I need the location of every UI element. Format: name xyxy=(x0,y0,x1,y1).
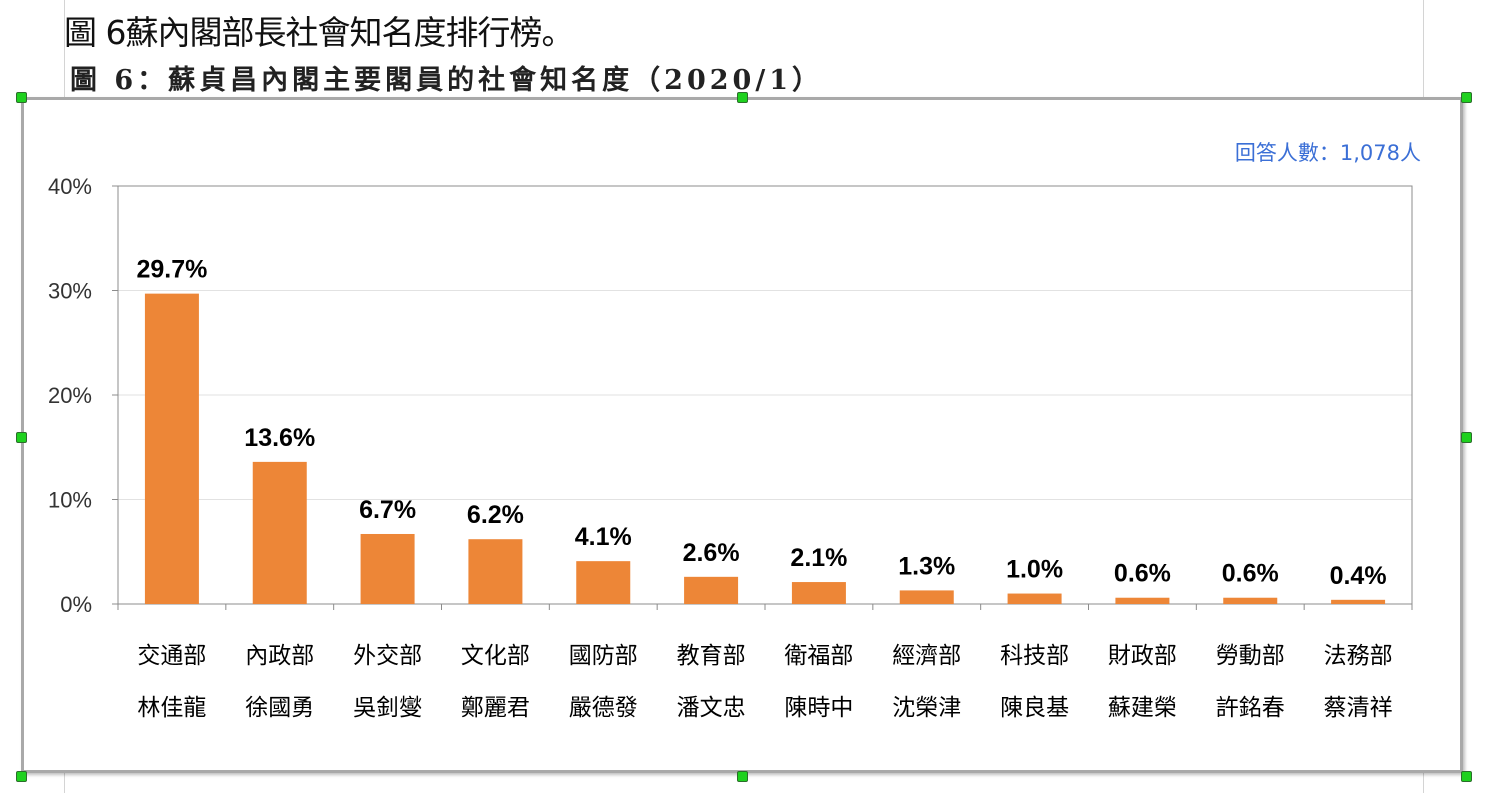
bar xyxy=(468,539,523,604)
data-label: 1.0% xyxy=(1006,556,1063,584)
data-label: 6.2% xyxy=(467,501,524,529)
y-tick-label: 0% xyxy=(60,592,92,617)
resize-handle-bottom-center[interactable] xyxy=(737,771,748,782)
chart-object-frame[interactable] xyxy=(21,97,1463,773)
bar xyxy=(252,461,307,604)
data-label: 29.7% xyxy=(136,256,207,284)
bar xyxy=(1331,599,1386,604)
bar xyxy=(791,582,846,604)
data-label: 2.6% xyxy=(683,539,740,567)
bar xyxy=(576,561,631,604)
bar xyxy=(899,590,954,604)
category-label-minister: 蘇建榮 xyxy=(1108,695,1177,721)
category-label-minister: 徐國勇 xyxy=(245,695,314,721)
data-label: 0.4% xyxy=(1330,562,1387,590)
category-label-ministry: 科技部 xyxy=(1000,643,1069,669)
category-label-minister: 許銘春 xyxy=(1216,695,1285,721)
resize-handle-top-left[interactable] xyxy=(16,92,27,103)
data-label: 0.6% xyxy=(1222,560,1279,588)
figure-caption-title: 圖 6蘇內閣部長社會知名度排行榜。 xyxy=(64,13,574,52)
respondent-count-note: 回答人數：1,078人 xyxy=(1235,141,1421,165)
resize-handle-middle-left[interactable] xyxy=(16,432,27,443)
data-label: 4.1% xyxy=(575,523,632,551)
category-label-minister: 蔡清祥 xyxy=(1324,695,1393,721)
resize-handle-top-right[interactable] xyxy=(1461,92,1472,103)
category-label-ministry: 衛福部 xyxy=(784,643,853,669)
category-label-ministry: 交通部 xyxy=(137,643,206,669)
resize-handle-middle-right[interactable] xyxy=(1461,432,1472,443)
category-label-ministry: 教育部 xyxy=(677,643,746,669)
data-label: 6.7% xyxy=(359,496,416,524)
category-label-ministry: 內政部 xyxy=(245,643,314,669)
category-label-ministry: 國防部 xyxy=(569,643,638,669)
resize-handle-bottom-right[interactable] xyxy=(1461,771,1472,782)
data-label: 0.6% xyxy=(1114,560,1171,588)
y-tick-label: 20% xyxy=(48,383,92,408)
y-axis-ticks: 0% 10% 20% 30% 40% xyxy=(48,174,118,617)
y-tick-label: 40% xyxy=(48,174,92,199)
bar xyxy=(684,576,739,604)
data-labels: 29.7% 13.6% 6.7% 6.2% 4.1% 2.6% 2.1% 1.3% 1.0% 0.… xyxy=(136,256,1386,590)
category-label-minister: 吳釗燮 xyxy=(353,695,422,721)
bar xyxy=(1223,597,1278,604)
data-label: 1.3% xyxy=(898,552,955,580)
figure-caption-subtitle: 圖 6：蘇貞昌內閣主要閣員的社會知名度（2020/1） xyxy=(70,65,823,96)
category-label-minister: 林佳龍 xyxy=(137,695,206,721)
gridlines xyxy=(118,290,1412,500)
category-label-ministry: 勞動部 xyxy=(1216,643,1285,669)
data-label: 13.6% xyxy=(244,424,315,452)
data-label: 2.1% xyxy=(790,544,847,572)
y-tick-label: 30% xyxy=(48,279,92,304)
category-label-minister: 沈榮津 xyxy=(892,695,961,721)
category-label-minister: 陳時中 xyxy=(784,695,853,721)
category-label-minister: 鄭麗君 xyxy=(461,695,530,721)
category-label-ministry: 法務部 xyxy=(1324,643,1393,669)
resize-handle-bottom-left[interactable] xyxy=(16,771,27,782)
category-label-ministry: 經濟部 xyxy=(892,643,961,669)
bars xyxy=(144,293,1386,604)
category-label-minister: 潘文忠 xyxy=(677,695,746,721)
bar xyxy=(1115,597,1170,604)
bar xyxy=(1007,593,1062,604)
resize-handle-top-center[interactable] xyxy=(737,92,748,103)
y-tick-label: 10% xyxy=(48,488,92,513)
category-label-ministry: 財政部 xyxy=(1108,643,1177,669)
bar xyxy=(144,293,199,604)
category-label-ministry: 文化部 xyxy=(461,643,530,669)
category-label-minister: 陳良基 xyxy=(1000,695,1069,721)
bar xyxy=(360,533,415,604)
category-label-minister: 嚴德發 xyxy=(569,695,638,721)
category-label-ministry: 外交部 xyxy=(353,643,422,669)
